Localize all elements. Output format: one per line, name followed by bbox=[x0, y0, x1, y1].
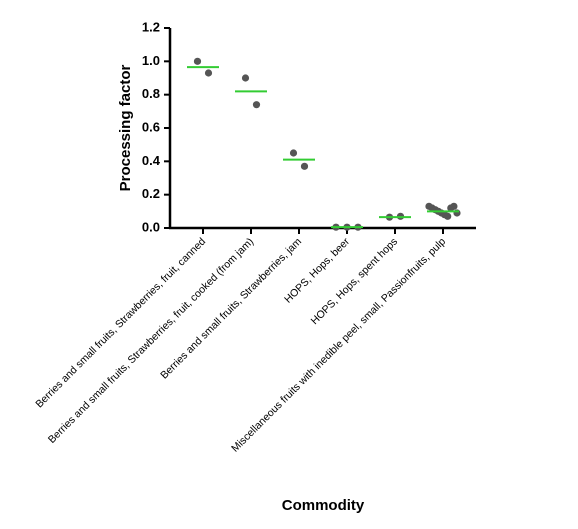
data-point bbox=[300, 162, 309, 170]
x-tick-label: Berries and small fruits, Strawberries, … bbox=[46, 236, 256, 446]
data-point bbox=[450, 202, 458, 210]
data-point bbox=[193, 57, 202, 65]
y-tick-label: 0.0 bbox=[142, 219, 160, 234]
y-tick-label: 0.8 bbox=[142, 86, 160, 101]
data-point bbox=[289, 149, 298, 157]
y-tick-label: 1.2 bbox=[142, 19, 160, 34]
data-point bbox=[204, 69, 213, 77]
y-axis-title: Processing factor bbox=[117, 64, 134, 191]
y-tick-label: 0.6 bbox=[142, 119, 160, 134]
data-point bbox=[252, 101, 261, 109]
x-axis-title: Commodity bbox=[282, 497, 365, 514]
y-tick-label: 1.0 bbox=[142, 53, 160, 68]
data-point bbox=[444, 212, 452, 220]
x-tick-label: Berries and small fruits, Strawberries, … bbox=[33, 236, 208, 411]
x-tick-label: HOPS, Hops, spent hops bbox=[309, 236, 400, 327]
y-tick-label: 0.2 bbox=[142, 186, 160, 201]
data-point bbox=[241, 74, 250, 82]
y-tick-label: 0.4 bbox=[142, 153, 161, 168]
